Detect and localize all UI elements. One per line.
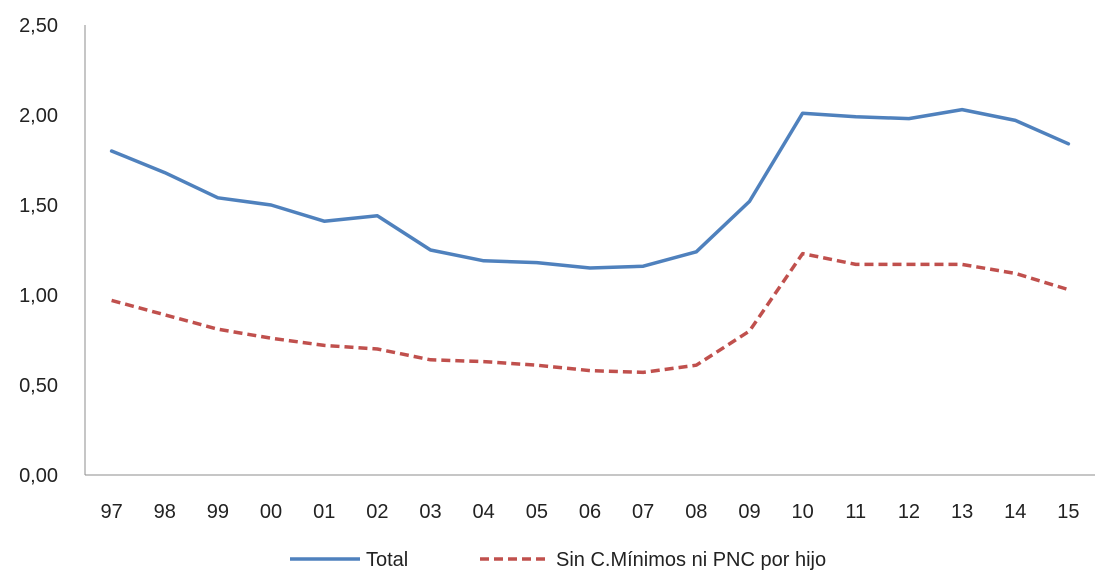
x-axis: 97 98 99 00 01 02 03 04 05 06 07 08 09 10 11 12 13 14 15 (85, 474, 1095, 523)
data-point (163, 171, 167, 175)
x-tick-label: 14 (1004, 501, 1026, 523)
series-line-2 (111, 251, 1069, 375)
x-tick-label: 97 (100, 501, 122, 523)
data-point (747, 329, 751, 333)
data-point (269, 203, 273, 207)
legend-label-1: Total (366, 549, 408, 571)
x-tick-label: 05 (526, 501, 548, 523)
data-point (216, 196, 220, 200)
data-point (694, 250, 698, 254)
x-tick-label: 15 (1057, 501, 1079, 523)
y-tick-label: 2,00 (19, 105, 58, 127)
legend: Total Sin C.Mínimos ni PNC por hijo (290, 549, 826, 571)
data-point (110, 149, 114, 153)
x-tick-label: 07 (632, 501, 654, 523)
x-tick-label: 00 (260, 501, 282, 523)
data-point (1066, 288, 1070, 292)
data-point (482, 360, 486, 364)
data-point (322, 219, 326, 223)
data-point (960, 262, 964, 266)
x-tick-label: 12 (898, 501, 920, 523)
x-tick-label: 09 (738, 501, 760, 523)
data-point (907, 117, 911, 121)
data-point (854, 115, 858, 119)
data-point (641, 370, 645, 374)
data-point (375, 214, 379, 218)
data-point (588, 266, 592, 270)
data-point (641, 264, 645, 268)
data-point (854, 262, 858, 266)
data-point (694, 363, 698, 367)
data-point (747, 199, 751, 203)
data-point (216, 327, 220, 331)
data-point (110, 298, 114, 302)
x-tick-label: 11 (845, 501, 866, 523)
data-point (429, 358, 433, 362)
y-tick-label: 0,00 (19, 465, 58, 487)
y-tick-label: 2,50 (19, 15, 58, 37)
data-point (588, 369, 592, 373)
data-point (375, 347, 379, 351)
data-point (163, 313, 167, 317)
x-tick-label: 08 (685, 501, 707, 523)
data-point (535, 261, 539, 265)
data-point (801, 252, 805, 256)
series-line-1 (109, 107, 1071, 270)
x-tick-label: 06 (579, 501, 601, 523)
y-axis: 0,00 0,50 1,00 1,50 2,00 2,50 (19, 15, 86, 487)
legend-label-2: Sin C.Mínimos ni PNC por hijo (556, 549, 826, 571)
data-point (907, 262, 911, 266)
x-tick-label: 04 (473, 501, 495, 523)
y-tick-label: 1,50 (19, 195, 58, 217)
data-point (535, 363, 539, 367)
data-point (1066, 142, 1070, 146)
x-tick-label: 13 (951, 501, 973, 523)
data-point (960, 108, 964, 112)
series-lines (109, 107, 1071, 375)
y-tick-label: 1,00 (19, 285, 58, 307)
data-point (429, 248, 433, 252)
x-tick-label: 10 (792, 501, 814, 523)
x-tick-label: 98 (154, 501, 176, 523)
x-tick-label: 02 (366, 501, 388, 523)
y-tick-label: 0,50 (19, 375, 58, 397)
x-tick-label: 99 (207, 501, 229, 523)
x-tick-label: 03 (419, 501, 441, 523)
data-point (322, 343, 326, 347)
data-point (482, 259, 486, 263)
x-tick-label: 01 (313, 501, 335, 523)
data-point (801, 111, 805, 115)
data-point (269, 336, 273, 340)
data-point (1013, 118, 1017, 122)
data-point (1013, 271, 1017, 275)
